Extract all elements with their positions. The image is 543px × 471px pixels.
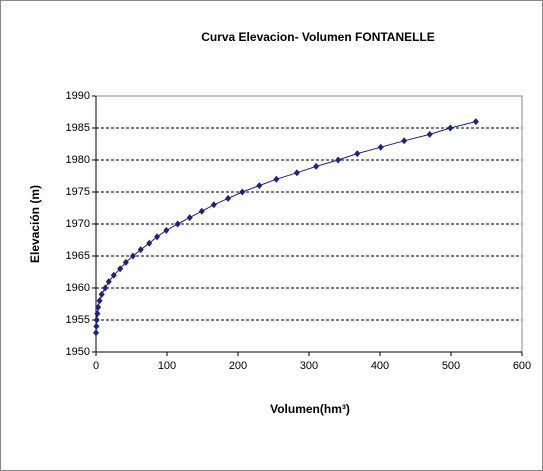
marker <box>273 175 280 183</box>
y-tick-label: 1980 <box>66 154 90 166</box>
y-tick-label: 1985 <box>66 122 90 134</box>
y-tick-label: 1970 <box>66 218 90 230</box>
marker <box>186 214 193 222</box>
x-tick-label: 100 <box>158 360 176 372</box>
marker <box>210 201 217 209</box>
marker <box>93 329 99 337</box>
marker <box>93 316 100 324</box>
marker <box>93 322 100 330</box>
marker <box>146 239 153 247</box>
x-tick-label: 500 <box>442 360 460 372</box>
marker <box>137 246 144 254</box>
marker <box>110 271 117 279</box>
y-tick-label: 1965 <box>66 250 90 262</box>
x-tick-label: 300 <box>300 360 318 372</box>
marker <box>401 137 408 145</box>
x-tick-label: 200 <box>229 360 247 372</box>
marker <box>239 188 246 196</box>
marker <box>105 278 112 286</box>
marker <box>293 169 300 177</box>
marker <box>154 233 161 241</box>
marker <box>313 162 320 170</box>
marker <box>426 130 433 138</box>
y-tick-label: 1960 <box>66 282 90 294</box>
marker <box>98 290 105 298</box>
marker <box>129 252 136 260</box>
marker <box>174 220 181 228</box>
marker <box>96 297 103 305</box>
series-line <box>95 121 476 333</box>
marker <box>117 265 124 273</box>
marker <box>472 118 479 126</box>
marker <box>95 303 102 311</box>
marker <box>335 156 342 164</box>
y-tick-label: 1955 <box>66 314 90 326</box>
x-tick-label: 400 <box>371 360 389 372</box>
x-tick-label: 600 <box>513 360 531 372</box>
marker <box>225 194 232 202</box>
marker <box>256 182 263 190</box>
marker <box>377 143 384 151</box>
marker <box>102 284 109 292</box>
y-tick-label: 1950 <box>66 346 90 358</box>
x-tick-label: 0 <box>93 360 99 372</box>
marker <box>354 150 361 158</box>
marker <box>94 310 101 318</box>
y-axis-label: Elevación (m) <box>28 185 42 263</box>
y-tick-label: 1975 <box>66 186 90 198</box>
marker <box>198 207 205 215</box>
marker <box>163 226 170 234</box>
chart-title: Curva Elevacion- Volumen FONTANELLE <box>201 30 435 44</box>
x-axis-label: Volumen(hm³) <box>270 402 350 416</box>
marker <box>447 124 454 132</box>
y-tick-label: 1990 <box>66 90 90 102</box>
marker <box>122 258 129 266</box>
